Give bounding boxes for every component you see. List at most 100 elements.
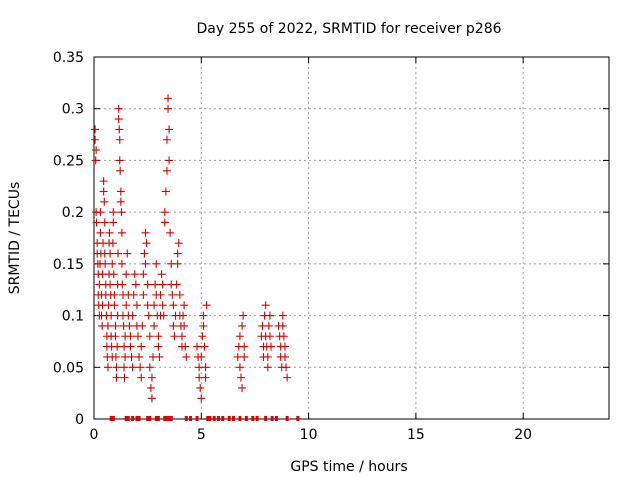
zero-marker (165, 416, 169, 421)
y-tick-label: 0.35 (53, 50, 84, 66)
data-point (109, 208, 118, 217)
zero-marker (274, 416, 278, 421)
data-point (154, 332, 163, 341)
data-point (111, 321, 120, 330)
zero-marker (231, 416, 235, 421)
data-point (201, 363, 210, 372)
data-point (279, 332, 288, 341)
zero-marker (238, 416, 242, 421)
data-point (151, 280, 160, 289)
data-point (91, 125, 100, 134)
data-point (170, 332, 179, 341)
data-point (165, 125, 174, 134)
data-point (106, 280, 115, 289)
data-point (265, 311, 274, 320)
data-point (282, 363, 291, 372)
data-point (117, 208, 126, 217)
data-point (118, 280, 127, 289)
data-point (152, 259, 161, 268)
data-point (113, 342, 122, 351)
data-point (115, 156, 124, 165)
data-point (128, 311, 137, 320)
data-point (169, 321, 178, 330)
data-point (138, 321, 147, 330)
data-point (129, 290, 138, 299)
x-tick-label: 15 (407, 427, 425, 443)
data-point (123, 249, 132, 258)
data-point (137, 373, 146, 382)
data-point (112, 363, 121, 372)
data-point (103, 321, 112, 330)
data-point (238, 321, 247, 330)
data-point (280, 342, 289, 351)
chart-title: Day 255 of 2022, SRMTID for receiver p28… (196, 21, 501, 37)
zero-marker (146, 416, 150, 421)
data-point (108, 259, 117, 268)
data-point (120, 363, 129, 372)
data-point (161, 187, 170, 196)
data-point (128, 363, 137, 372)
data-point (117, 228, 126, 237)
data-point (142, 239, 151, 248)
data-point (106, 249, 115, 258)
data-point (127, 352, 136, 361)
data-point (99, 177, 108, 186)
y-tick-label: 0.05 (53, 360, 84, 376)
data-point (116, 197, 125, 206)
zero-marker (206, 416, 210, 421)
data-point (197, 352, 206, 361)
zero-marker (251, 416, 255, 421)
zero-marker (169, 416, 173, 421)
zero-marker (296, 416, 300, 421)
zero-marker (111, 416, 115, 421)
data-point (199, 321, 208, 330)
zero-marker (212, 416, 216, 421)
zero-marker (163, 416, 167, 421)
data-point (147, 373, 156, 382)
data-point (116, 166, 125, 175)
data-point (116, 187, 125, 196)
data-point (110, 301, 119, 310)
data-point (130, 270, 139, 279)
y-axis-label: SRMTID / TECUs (7, 182, 23, 295)
data-point (105, 228, 114, 237)
data-point (150, 321, 159, 330)
y-tick-label: 0 (75, 412, 84, 428)
data-point (155, 352, 164, 361)
plot-frame (93, 56, 610, 420)
data-point (173, 259, 182, 268)
data-point (235, 363, 244, 372)
zero-marker (137, 416, 141, 421)
data-point (92, 218, 101, 227)
data-point (108, 239, 117, 248)
data-point (160, 218, 169, 227)
data-point (139, 270, 148, 279)
data-point (109, 270, 118, 279)
zero-marker (148, 416, 152, 421)
data-point (141, 228, 150, 237)
data-point (168, 290, 177, 299)
data-point (91, 156, 100, 165)
data-point (177, 332, 186, 341)
data-point (99, 187, 108, 196)
y-tick-label: 0.2 (62, 205, 84, 221)
data-point (263, 363, 272, 372)
data-point (115, 135, 124, 144)
data-point (114, 115, 123, 124)
data-point (264, 321, 273, 330)
data-point (139, 290, 148, 299)
zero-marker (124, 416, 128, 421)
data-point (120, 373, 129, 382)
zero-marker (167, 416, 171, 421)
zero-marker (189, 416, 193, 421)
data-point (111, 352, 120, 361)
data-point (199, 311, 208, 320)
zero-marker (156, 416, 160, 421)
data-points (91, 94, 300, 421)
data-point (103, 363, 112, 372)
data-point (283, 373, 292, 382)
data-point (263, 352, 272, 361)
data-point (150, 301, 159, 310)
data-point (240, 352, 249, 361)
